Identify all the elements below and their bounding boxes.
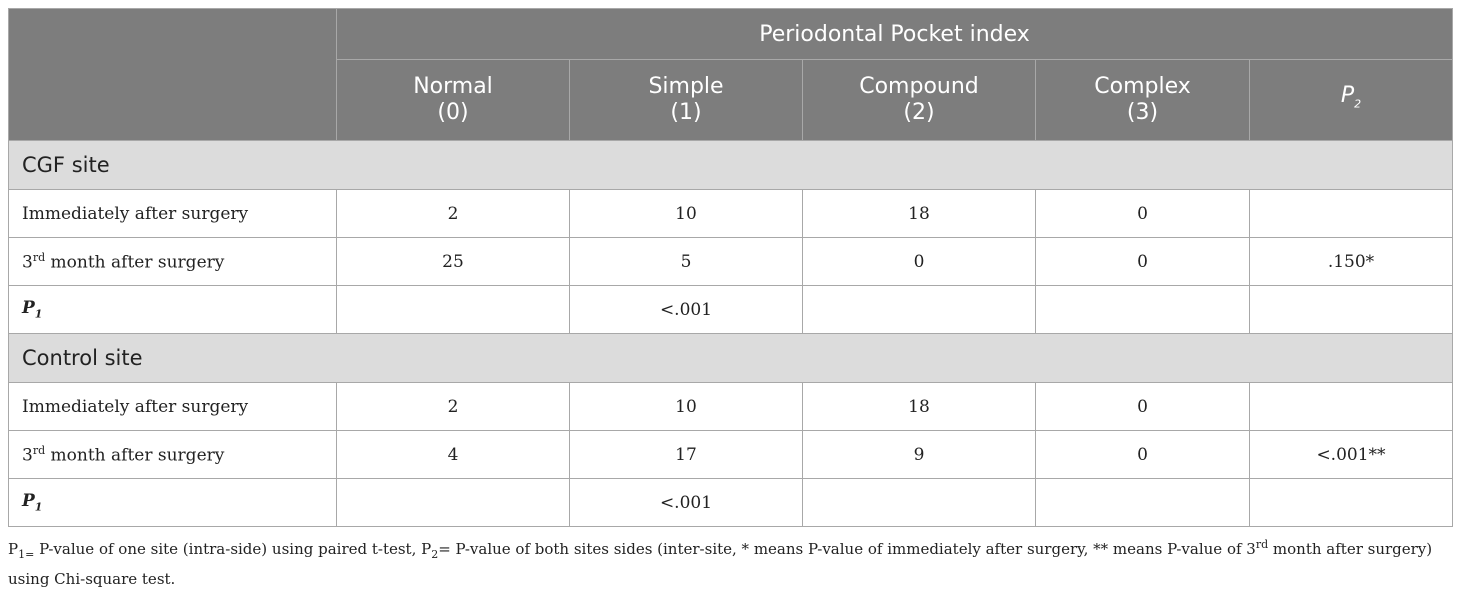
column-header-p2: P2 bbox=[1249, 59, 1453, 141]
cell-compound: 0 bbox=[802, 237, 1036, 286]
table-row: 3rd month after surgery 25 5 0 0 .150* bbox=[8, 237, 1453, 286]
periodontal-pocket-table: Periodontal Pocket index Normal (0) Simp… bbox=[8, 8, 1453, 527]
table-row: 3rd month after surgery 4 17 9 0 <.001** bbox=[8, 430, 1453, 479]
table-row: Immediately after surgery 2 10 18 0 bbox=[8, 189, 1453, 238]
group-row-control: Control site bbox=[8, 333, 1453, 383]
cell-compound: 18 bbox=[802, 189, 1036, 238]
cell-complex: 0 bbox=[1035, 430, 1250, 479]
cell-normal: 4 bbox=[336, 430, 570, 479]
cell-normal: 25 bbox=[336, 237, 570, 286]
cell-empty bbox=[336, 285, 570, 334]
table-row: Immediately after surgery 2 10 18 0 bbox=[8, 382, 1453, 431]
row-label: 3rd month after surgery bbox=[8, 430, 337, 479]
row-label: 3rd month after surgery bbox=[8, 237, 337, 286]
group-title: CGF site bbox=[8, 140, 1453, 190]
cell-p1-value: <.001 bbox=[569, 285, 803, 334]
cell-compound: 18 bbox=[802, 382, 1036, 431]
group-row-cgf: CGF site bbox=[8, 140, 1453, 190]
cell-simple: 5 bbox=[569, 237, 803, 286]
p1-row: P1 <.001 bbox=[8, 285, 1453, 334]
table-container: Periodontal Pocket index Normal (0) Simp… bbox=[8, 8, 1453, 591]
row-label: Immediately after surgery bbox=[8, 189, 337, 238]
cell-complex: 0 bbox=[1035, 237, 1250, 286]
row-label: Immediately after surgery bbox=[8, 382, 337, 431]
cell-empty bbox=[1035, 285, 1250, 334]
spanning-header: Periodontal Pocket index bbox=[336, 8, 1453, 60]
cell-empty bbox=[1035, 478, 1250, 527]
cell-empty bbox=[1249, 285, 1453, 334]
table-footnote: P1= P-value of one site (intra-side) usi… bbox=[8, 538, 1433, 588]
column-header-simple: Simple (1) bbox=[569, 59, 803, 141]
cell-normal: 2 bbox=[336, 382, 570, 431]
column-header-normal: Normal (0) bbox=[336, 59, 570, 141]
cell-complex: 0 bbox=[1035, 189, 1250, 238]
cell-simple: 10 bbox=[569, 189, 803, 238]
cell-empty bbox=[802, 478, 1036, 527]
cell-p2 bbox=[1249, 189, 1453, 238]
cell-empty bbox=[336, 478, 570, 527]
cell-p2 bbox=[1249, 382, 1453, 431]
p1-row: P1 <.001 bbox=[8, 478, 1453, 527]
cell-simple: 17 bbox=[569, 430, 803, 479]
cell-p2: <.001** bbox=[1249, 430, 1453, 479]
header-corner-cell bbox=[8, 8, 337, 141]
cell-compound: 9 bbox=[802, 430, 1036, 479]
cell-p2: .150* bbox=[1249, 237, 1453, 286]
cell-empty bbox=[802, 285, 1036, 334]
cell-empty bbox=[1249, 478, 1453, 527]
cell-normal: 2 bbox=[336, 189, 570, 238]
cell-simple: 10 bbox=[569, 382, 803, 431]
row-label-p1: P1 bbox=[8, 285, 337, 334]
cell-complex: 0 bbox=[1035, 382, 1250, 431]
cell-p1-value: <.001 bbox=[569, 478, 803, 527]
group-title: Control site bbox=[8, 333, 1453, 383]
row-label-p1: P1 bbox=[8, 478, 337, 527]
column-header-complex: Complex (3) bbox=[1035, 59, 1250, 141]
column-header-compound: Compound (2) bbox=[802, 59, 1036, 141]
